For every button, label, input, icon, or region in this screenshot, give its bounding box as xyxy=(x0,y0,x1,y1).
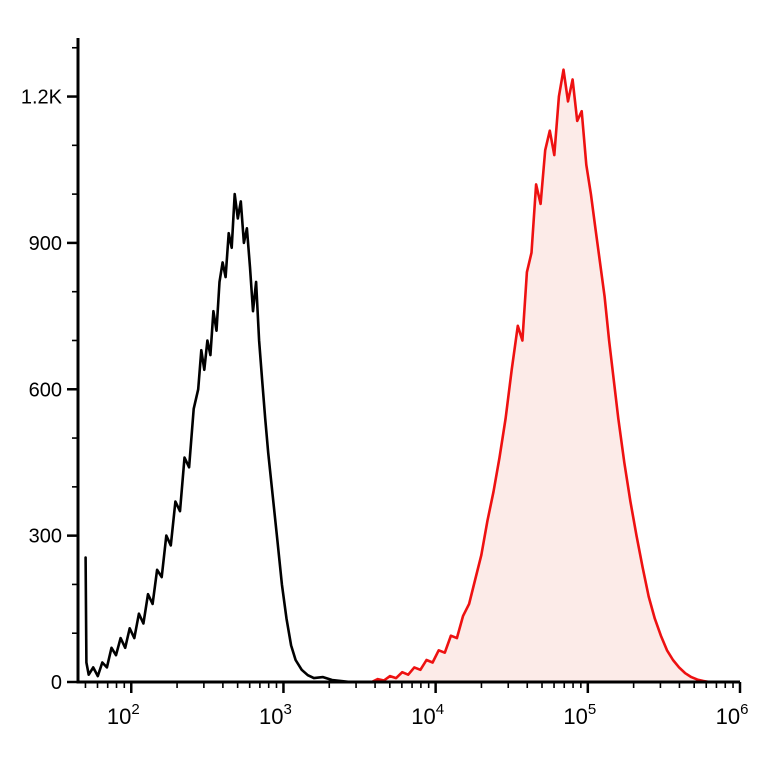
unstained-control-histogram-line xyxy=(84,192,352,684)
stained-sample-histogram-line xyxy=(370,68,711,684)
y-tick-label: 300 xyxy=(29,526,62,548)
stained-sample-histogram-fill xyxy=(371,69,710,682)
x-tick-label: 102 xyxy=(107,701,140,729)
x-tick-label: 105 xyxy=(563,701,596,729)
x-tick-label: 106 xyxy=(716,701,749,729)
y-tick-label: 1.2K xyxy=(21,87,63,109)
y-tick-label: 600 xyxy=(29,379,62,401)
x-tick-label: 103 xyxy=(259,701,292,729)
y-tick-label: 0 xyxy=(51,672,62,694)
x-tick-label: 104 xyxy=(411,701,444,729)
y-tick-label: 900 xyxy=(29,233,62,255)
